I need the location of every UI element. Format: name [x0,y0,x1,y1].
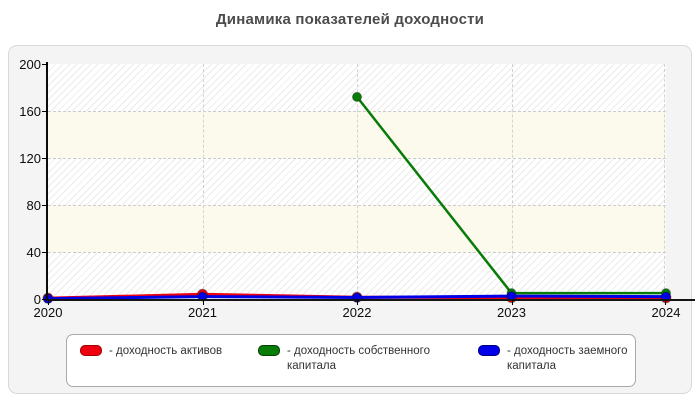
legend-item-label: - доходность активов [109,345,223,357]
legend-item-label: - доходность заемного капитала [507,345,628,372]
y-tick-mark [42,299,48,300]
legend-swatch-icon [80,345,102,356]
y-tick-label: 120 [19,151,41,166]
chart-panel: 0 40 80 120 160 200 2020 2021 2022 2023 2024 - до… [8,45,695,394]
y-tick-mark [42,252,48,253]
v-gridline [664,64,665,299]
data-point-marker [352,91,362,102]
x-tick-mark [357,300,358,305]
legend-item-1[interactable]: - доходность собственного капитала [258,344,458,374]
legend-item-label: - доходность собственного капитала [287,345,430,372]
y-tick-mark [42,111,48,112]
x-tick-label: 2022 [342,305,372,320]
series-layer [42,91,672,304]
v-gridline [357,64,358,299]
legend-swatch-icon [478,345,500,356]
y-tick-label: 160 [19,104,41,119]
x-tick-label: 2024 [651,305,681,320]
legend-item-0[interactable]: - доходность активов [80,344,238,359]
y-axis-line [46,62,48,301]
data-point-marker [661,291,671,302]
legend-item-2[interactable]: - доходность заемного капитала [478,344,646,374]
y-tick-mark [42,205,48,206]
plot-area [42,64,672,304]
legend: - доходность активов - доходность собстве… [66,334,636,387]
y-tick-mark [42,158,48,159]
x-tick-label: 2021 [188,305,217,320]
x-tick-mark [665,300,666,305]
x-tick-mark [202,300,204,305]
x-tick-label: 2020 [33,305,63,320]
x-tick-label: 2023 [497,305,526,320]
y-tick-label: 200 [19,57,41,72]
legend-swatch-icon [258,345,280,356]
x-axis-line [46,299,695,301]
chart-title: Динамика показателей доходности [215,11,485,28]
x-tick-mark [48,300,49,305]
y-tick-label: 80 [26,198,41,213]
y-tick-mark [42,64,48,65]
series-line-1 [356,96,666,295]
v-gridline [202,64,204,299]
x-tick-mark [511,300,513,305]
y-tick-label: 40 [26,245,41,260]
y-tick-label: 0 [33,292,41,307]
v-gridline [511,64,513,299]
